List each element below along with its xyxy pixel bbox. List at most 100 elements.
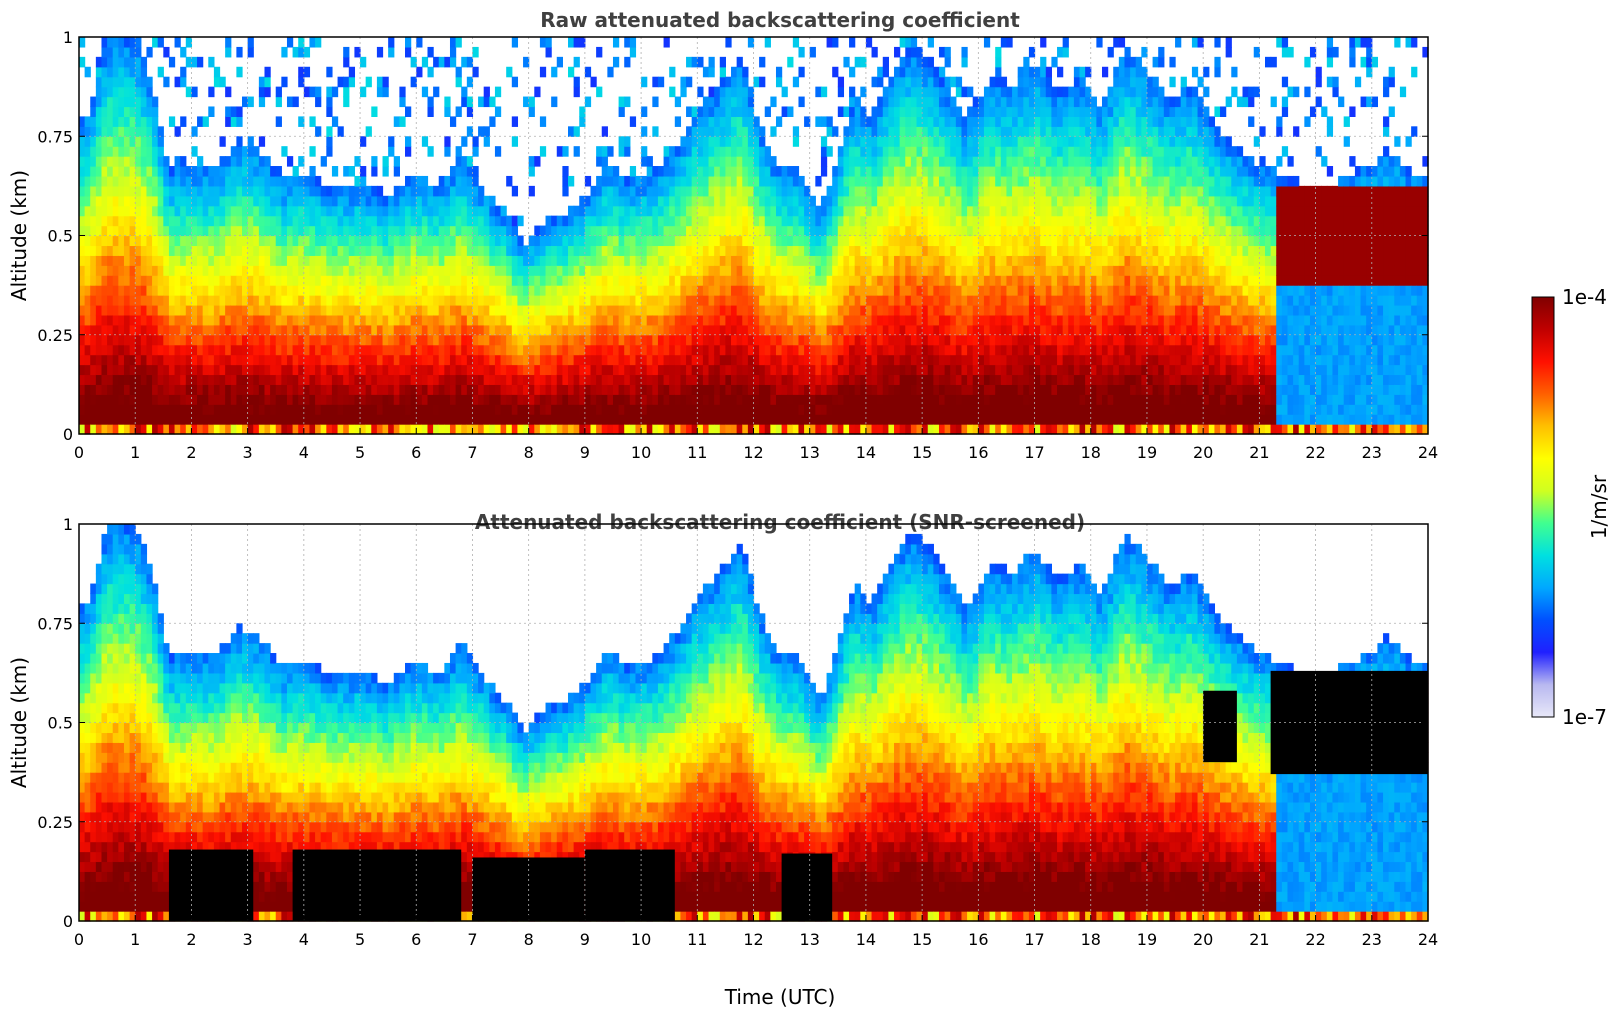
heatmap-cell (461, 324, 468, 336)
heatmap-cell (348, 195, 356, 207)
heatmap-cell (573, 86, 580, 98)
heatmap-cell (433, 56, 440, 68)
heatmap-cell (950, 225, 957, 237)
heatmap-cell (107, 86, 114, 98)
heatmap-cell (770, 404, 777, 415)
heatmap-cell (686, 136, 693, 147)
heatmap-cell (202, 394, 209, 405)
heatmap-cell (702, 304, 710, 316)
heatmap-cell (697, 384, 704, 395)
heatmap-cell (551, 304, 558, 316)
heatmap-cell (455, 215, 462, 227)
heatmap-cell (326, 146, 333, 157)
heatmap-cell (702, 404, 710, 415)
heatmap-cell (225, 354, 232, 366)
heatmap-cell (579, 354, 586, 366)
heatmap-cell (449, 215, 457, 227)
heatmap-cell (382, 344, 389, 356)
heatmap-cell (967, 185, 974, 197)
heatmap-cell (225, 255, 232, 266)
heatmap-cell (382, 324, 389, 336)
heatmap-cell (641, 414, 648, 425)
heatmap-cell (461, 96, 468, 108)
heatmap-cell (472, 414, 479, 425)
heatmap-cell (230, 116, 237, 127)
heatmap-cell (101, 344, 108, 356)
heatmap-cell (731, 374, 738, 385)
heatmap-cell (129, 354, 136, 366)
heatmap-cell (354, 225, 361, 237)
heatmap-cell (624, 295, 631, 306)
heatmap-cell (747, 255, 755, 266)
heatmap-cell (140, 285, 148, 296)
heatmap-cell (264, 205, 271, 217)
heatmap-cell (180, 66, 187, 78)
heatmap-cell (686, 235, 693, 247)
heatmap-cell (494, 334, 502, 346)
heatmap-cell (213, 265, 221, 276)
heatmap-cell (607, 235, 614, 247)
heatmap-cell (157, 285, 164, 296)
heatmap-cell (247, 314, 254, 326)
heatmap-cell (618, 215, 625, 227)
heatmap-cell (506, 304, 513, 316)
heatmap-cell (759, 225, 766, 237)
heatmap-cell (820, 146, 828, 157)
heatmap-cell (427, 374, 434, 385)
heatmap-cell (197, 364, 204, 376)
heatmap-cell (360, 195, 367, 207)
heatmap-cell (905, 414, 912, 425)
heatmap-cell (123, 374, 131, 385)
heatmap-cell (163, 334, 170, 346)
heatmap-cell (230, 235, 237, 247)
heatmap-cell (702, 255, 710, 266)
heatmap-cell (354, 215, 361, 227)
heatmap-cell (950, 126, 957, 137)
heatmap-cell (101, 404, 108, 415)
heatmap-cell (877, 66, 884, 78)
heatmap-cell (247, 235, 254, 247)
heatmap-cell (303, 235, 311, 247)
heatmap-cell (528, 354, 535, 366)
heatmap-cell (702, 166, 710, 177)
heatmap-cell (185, 265, 193, 276)
heatmap-cell (871, 146, 878, 157)
heatmap-cell (157, 364, 164, 376)
heatmap-cell (168, 255, 176, 266)
heatmap-cell (910, 156, 918, 167)
heatmap-cell (107, 364, 114, 376)
heatmap-cell (607, 215, 614, 227)
heatmap-cell (84, 384, 91, 395)
heatmap-cell (197, 334, 204, 346)
heatmap-cell (461, 384, 468, 395)
heatmap-cell (657, 354, 665, 366)
heatmap-cell (686, 324, 693, 336)
heatmap-cell (736, 344, 743, 356)
heatmap-cell (135, 37, 142, 48)
heatmap-cell (376, 265, 384, 276)
heatmap-cell (601, 195, 608, 207)
heatmap-cell (523, 324, 530, 336)
heatmap-cell (781, 354, 788, 366)
heatmap-cell (860, 205, 867, 217)
heatmap-cell (747, 374, 755, 385)
heatmap-cell (860, 314, 867, 326)
heatmap-cell (775, 404, 783, 415)
heatmap-cell (393, 265, 400, 276)
heatmap-cell (281, 334, 288, 346)
heatmap-cell (315, 205, 322, 217)
heatmap-cell (635, 334, 642, 346)
heatmap-cell (719, 285, 726, 296)
heatmap-cell (910, 374, 918, 385)
heatmap-cell (197, 424, 204, 435)
heatmap-cell (955, 324, 963, 336)
heatmap-cell (618, 175, 625, 187)
heatmap-cell (849, 414, 856, 425)
heatmap-cell (860, 106, 867, 117)
heatmap-cell (826, 334, 833, 346)
heatmap-cell (702, 424, 710, 435)
heatmap-cell (348, 265, 356, 276)
heatmap-cell (601, 275, 608, 286)
heatmap-cell (118, 344, 125, 356)
heatmap-cell (770, 374, 777, 385)
